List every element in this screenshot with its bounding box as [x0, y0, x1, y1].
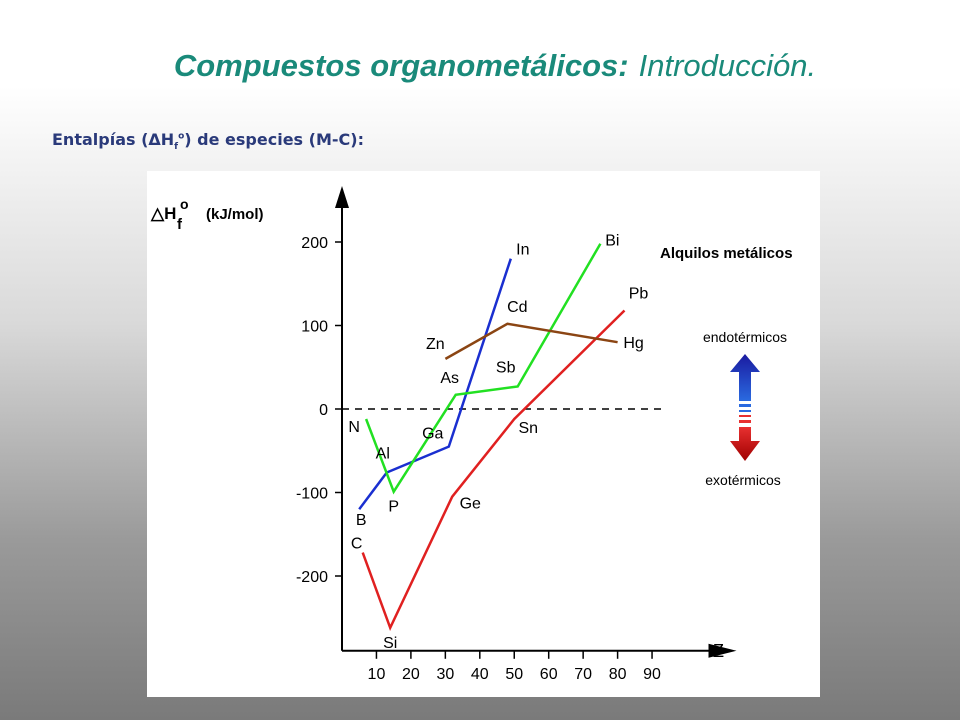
- x-tick-label: 20: [402, 666, 420, 683]
- y-axis-label: △H f o (kJ/mol): [150, 196, 264, 233]
- point-label-bi: Bi: [605, 233, 619, 250]
- series-layer: [358, 243, 626, 632]
- point-label-sn: Sn: [518, 420, 538, 437]
- point-label-hg: Hg: [623, 335, 643, 352]
- x-tick-label: 50: [505, 666, 523, 683]
- slide-subtitle: Entalpías (ΔHfo) de especies (M-C):: [52, 130, 364, 152]
- series-line-2: [361, 309, 626, 632]
- y-tick-label: -100: [296, 486, 328, 503]
- y-axis-label-sub: f: [177, 216, 183, 233]
- endothermic-arrow-icon: [730, 354, 760, 412]
- point-label-cd: Cd: [507, 299, 527, 316]
- point-label-zn: Zn: [426, 336, 445, 353]
- slide-title: Compuestos organometálicos: Introducción.: [0, 48, 960, 84]
- point-label-ga: Ga: [422, 426, 443, 443]
- point-label-al: Al: [376, 445, 390, 462]
- x-tick-label: 70: [574, 666, 592, 683]
- series-line-3: [444, 322, 618, 360]
- y-tick-label: 200: [301, 235, 328, 252]
- subtitle-pre: Entalpías (ΔH: [52, 130, 175, 149]
- x-axis-arrow-icon: [708, 643, 737, 658]
- point-label-b: B: [356, 512, 367, 529]
- subtitle-post: ) de especies (M-C):: [184, 130, 364, 149]
- y-tick-label: 0: [319, 402, 328, 419]
- y-axis-label-unit: (kJ/mol): [206, 206, 264, 223]
- y-tick-label: -200: [296, 569, 328, 586]
- series-line-1: [364, 243, 602, 495]
- series-line-0: [358, 258, 512, 510]
- point-label-si: Si: [383, 635, 397, 652]
- axes: 200 100 0 -100 -200 10 20 30 40 50 60 70 80 90: [296, 186, 737, 683]
- x-tick-label: 90: [643, 666, 661, 683]
- exothermic-arrow-icon: [730, 415, 760, 461]
- legend: Alquilos metálicos endotérmicos exotérmi…: [660, 245, 793, 488]
- point-label-c: C: [351, 536, 363, 553]
- legend-title: Alquilos metálicos: [660, 245, 793, 262]
- x-tick-label: 60: [540, 666, 558, 683]
- point-label-n: N: [348, 419, 360, 436]
- x-tick-label: 40: [471, 666, 489, 683]
- y-axis-label-main: △H: [150, 204, 176, 223]
- title-main: Compuestos organometálicos:: [173, 48, 629, 83]
- y-axis-label-sup: o: [180, 196, 189, 212]
- x-tick-label: 80: [609, 666, 627, 683]
- y-axis-arrow-icon: [335, 186, 349, 208]
- x-tick-label: 10: [368, 666, 386, 683]
- enthalpy-chart: 200 100 0 -100 -200 10 20 30 40 50 60 70 80 90 B Al Ga I…: [150, 186, 793, 683]
- point-label-sb: Sb: [496, 359, 516, 376]
- title-secondary: Introducción: [638, 48, 808, 83]
- endothermic-label: endotérmicos: [703, 329, 787, 345]
- y-tick-label: 100: [301, 319, 328, 336]
- point-label-in: In: [516, 242, 529, 259]
- subtitle-sup: o: [178, 131, 185, 142]
- point-label-p: P: [388, 499, 399, 516]
- exothermic-label: exotérmicos: [705, 472, 780, 488]
- title-dot: .: [807, 48, 817, 83]
- labels-layer: B Al Ga In N P As Sb Bi C Si Ge Sn Pb Zn Cd Hg: [348, 233, 648, 652]
- x-tick-label: 30: [436, 666, 454, 683]
- chart-area: 200 100 0 -100 -200 10 20 30 40 50 60 70 80 90 B Al Ga I…: [147, 171, 820, 697]
- point-label-as: As: [440, 370, 459, 387]
- x-axis-label: Z: [713, 641, 724, 661]
- point-label-pb: Pb: [629, 285, 649, 302]
- point-label-ge: Ge: [460, 496, 481, 513]
- subtitle-sub: f: [174, 142, 179, 153]
